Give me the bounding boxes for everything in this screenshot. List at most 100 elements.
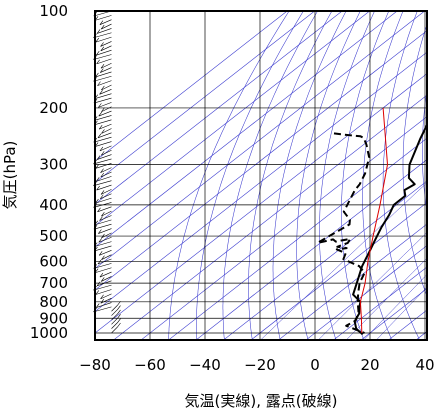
wind-barb (95, 49, 112, 56)
y-tick-label: 1000 (30, 324, 68, 342)
wind-barb (96, 58, 112, 65)
y-axis-title: 気圧(hPa) (1, 141, 19, 210)
mixing-ratio-line (318, 232, 427, 340)
x-tick-label: −80 (79, 356, 111, 374)
wind-barb (95, 289, 112, 295)
dry-adiabat-line (196, 11, 304, 340)
mixing-ratio-line (346, 257, 427, 340)
wind-barb (95, 71, 112, 78)
wind-barb (101, 254, 112, 260)
dry-adiabat-line (402, 23, 427, 297)
wind-barb (100, 23, 112, 30)
wind-barb (95, 36, 112, 43)
dry-adiabat-line (296, 11, 361, 340)
wind-barb (95, 163, 112, 169)
y-tick-label: 900 (39, 309, 68, 327)
series-line-solid-2 (359, 107, 388, 334)
mixing-ratio-line (376, 286, 427, 340)
series-line-solid-0 (352, 122, 427, 336)
wind-barb (93, 75, 112, 82)
wind-barb (93, 306, 112, 313)
wind-barb (100, 62, 112, 69)
wind-barb (100, 193, 112, 200)
wind-barb (93, 241, 112, 247)
isotherm-line (95, 11, 370, 226)
wind-barb (100, 167, 112, 173)
wind-barb (93, 97, 112, 104)
x-axis-title: 気温(実線), 露点(破線) (185, 392, 338, 410)
wind-barb (100, 149, 112, 156)
x-tick-label: −60 (134, 356, 166, 374)
wind-barb (94, 93, 112, 99)
wind-barb (94, 15, 112, 21)
wind-barb (93, 223, 112, 230)
wind-barb (99, 19, 112, 25)
wind-barb (98, 110, 112, 117)
wind-barb (100, 189, 112, 195)
y-tick-label: 400 (39, 196, 68, 214)
wind-barb (98, 236, 112, 243)
x-tick-label: 0 (310, 356, 320, 374)
thermodynamic-reference-lines (95, 11, 427, 340)
wind-barb (98, 250, 112, 256)
wind-barb (100, 276, 112, 282)
isotherm-line (333, 266, 427, 340)
y-tick-label: 100 (39, 2, 68, 20)
isotherm-line (95, 11, 398, 248)
dry-adiabat-line (248, 11, 333, 340)
dry-adiabat-line (222, 11, 318, 340)
wind-barb (111, 305, 121, 316)
wind-barb (95, 302, 112, 308)
wind-barb (111, 301, 121, 312)
wind-barb (99, 89, 112, 95)
mixing-ratio-line (260, 182, 427, 340)
wind-barb (99, 145, 112, 152)
wind-barb (101, 128, 112, 134)
wind-barb (100, 171, 112, 178)
dry-adiabat-line (168, 11, 290, 340)
wind-barb (101, 84, 112, 91)
series-layer (316, 107, 427, 336)
wind-barb (93, 54, 112, 60)
wind-barb (93, 115, 112, 121)
y-tick-label: 700 (39, 274, 68, 292)
wind-barb (100, 293, 112, 300)
wind-barb (93, 136, 112, 143)
wind-barb (98, 228, 112, 234)
wind-barb (101, 232, 112, 239)
wind-barb (111, 314, 121, 325)
wind-barb (101, 210, 112, 217)
wind-barb (98, 123, 112, 130)
wind-barb (100, 41, 112, 47)
isotherm-line (113, 94, 427, 340)
chart-grid (94, 10, 427, 340)
wind-barb (94, 141, 112, 147)
wind-barb (95, 176, 112, 182)
wind-barb (101, 106, 112, 112)
y-tick-label: 500 (39, 227, 68, 245)
wind-barb (98, 102, 112, 108)
wind-barb (94, 245, 112, 252)
dry-adiabat-line (382, 11, 420, 340)
wind-barb (96, 184, 112, 191)
dry-adiabat-line (422, 88, 427, 213)
wind-barb (96, 154, 112, 160)
x-axis-ticks: −80 −60 −40 −20 0 20 40 (79, 356, 434, 374)
wind-barb (100, 297, 112, 304)
isotherm-line (306, 245, 427, 340)
isotherm-line (388, 309, 427, 340)
isotherm-line (95, 11, 288, 162)
wind-barb (100, 67, 112, 73)
wind-barb (93, 284, 112, 291)
x-tick-label: 20 (360, 356, 379, 374)
wind-barb (96, 280, 112, 287)
wind-barb (94, 119, 112, 126)
isotherm-line (95, 73, 427, 334)
wind-barb (99, 215, 112, 221)
isotherm-line (278, 223, 427, 340)
dry-adiabat-line (319, 11, 375, 340)
x-tick-label: 40 (415, 356, 434, 374)
wind-barb (100, 45, 112, 52)
isotherm-line (141, 116, 427, 340)
